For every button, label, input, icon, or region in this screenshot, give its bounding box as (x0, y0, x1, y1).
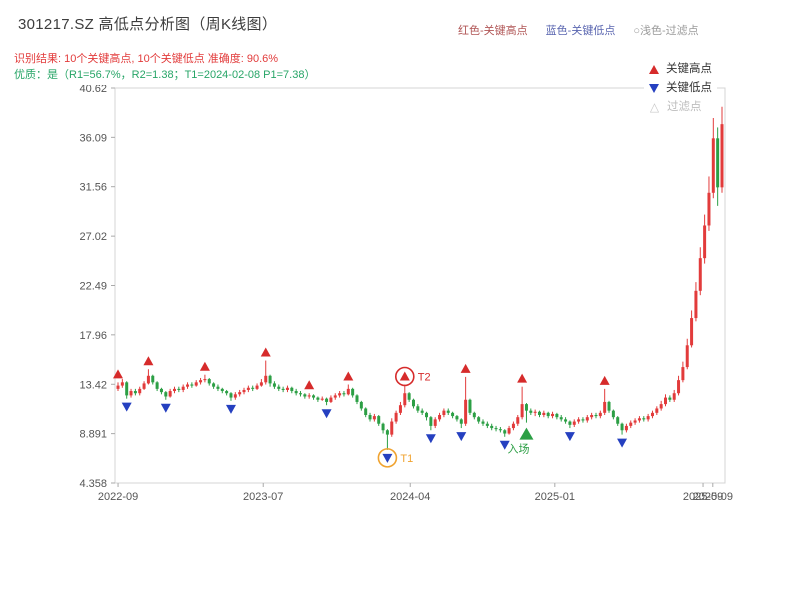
top-legend: 红色-关键高点 蓝色-关键低点 ○浅色-过滤点 (458, 22, 699, 38)
svg-text:T1: T1 (400, 453, 413, 465)
svg-text:2025-01: 2025-01 (535, 491, 575, 503)
svg-text:27.02: 27.02 (79, 231, 107, 243)
blue-down-triangle-icon (649, 84, 659, 93)
svg-text:8.891: 8.891 (79, 429, 107, 441)
svg-text:17.96: 17.96 (79, 330, 107, 342)
svg-text:13.42: 13.42 (79, 379, 107, 391)
red-up-triangle-icon (649, 65, 659, 74)
legend-filtered: ○浅色-过滤点 (633, 25, 699, 37)
svg-text:22.49: 22.49 (79, 280, 107, 292)
svg-text:4.358: 4.358 (79, 478, 107, 490)
chart-legend-row-low: 关键低点 (649, 79, 712, 98)
svg-text:2023-07: 2023-07 (243, 491, 283, 503)
chart-legend-label-high: 关键高点 (666, 63, 712, 75)
page-title: 301217.SZ 高低点分析图（周K线图） (18, 16, 278, 33)
svg-text:2025-09: 2025-09 (693, 491, 733, 503)
svg-text:2022-09: 2022-09 (98, 491, 138, 503)
chart-legend-row-high: 关键高点 (649, 60, 712, 79)
svg-text:T2: T2 (418, 372, 431, 384)
legend-key-high: 红色-关键高点 (458, 25, 528, 37)
open-triangle-icon (649, 98, 660, 118)
chart-legend-label-low: 关键低点 (666, 82, 712, 94)
svg-text:2024-04: 2024-04 (390, 491, 430, 503)
svg-text:40.62: 40.62 (79, 85, 107, 95)
quality-result: 优质：是（R1=56.7%，R2=1.38；T1=2024-02-08 P1=7… (14, 69, 316, 81)
chart-container: 关键高点 关键低点 过滤点 40.62 36.09 31.56 27.02 22.49 1… (0, 59, 800, 600)
svg-text:36.09: 36.09 (79, 132, 107, 144)
weekly-kline-candlestick-chart: 40.62 36.09 31.56 27.02 22.49 17.96 13.42 8.891… (79, 83, 733, 503)
chart-legend-label-filtered: 过滤点 (667, 101, 702, 113)
svg-text:31.56: 31.56 (79, 182, 107, 194)
svg-text:2025-09: 2025-09 (683, 491, 723, 503)
chart-legend: 关键高点 关键低点 过滤点 (644, 59, 717, 118)
recognition-result: 识别结果: 10个关键高点, 10个关键低点 准确度: 90.6% (14, 53, 279, 65)
chart-legend-row-filtered: 过滤点 (649, 98, 712, 117)
legend-key-low: 蓝色-关键低点 (545, 25, 616, 37)
svg-text:入场: 入场 (507, 442, 529, 456)
